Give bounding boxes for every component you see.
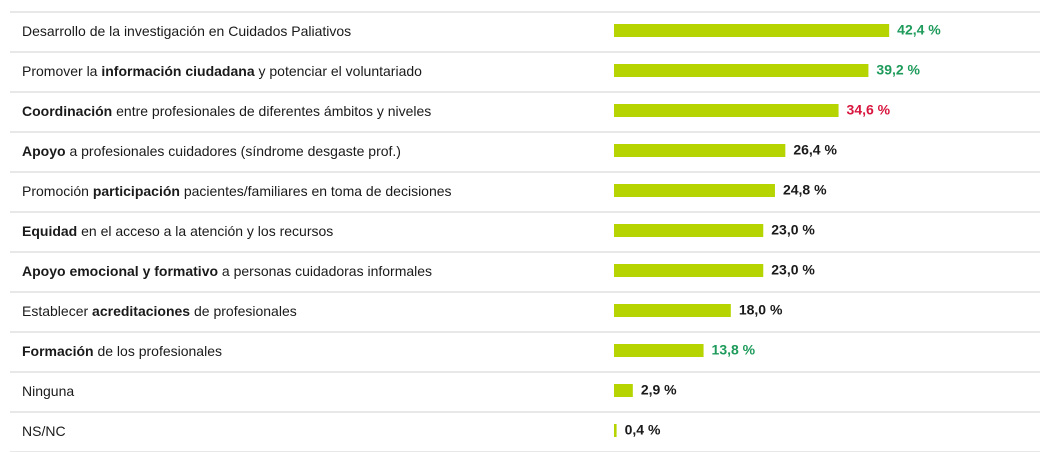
category-label-part: participación bbox=[93, 183, 180, 199]
value-label: 0,4 % bbox=[625, 422, 661, 438]
category-label-part: Apoyo bbox=[22, 143, 66, 159]
category-label: Equidad en el acceso a la atención y los… bbox=[22, 223, 333, 239]
bar bbox=[614, 304, 731, 317]
bar bbox=[614, 64, 869, 77]
category-label-part: entre profesionales de diferentes ámbito… bbox=[112, 103, 431, 119]
value-label: 23,0 % bbox=[771, 262, 815, 278]
category-label: Promover la información ciudadana y pote… bbox=[22, 63, 422, 79]
category-label-part: información ciudadana bbox=[101, 63, 254, 79]
value-label: 24,8 % bbox=[783, 182, 827, 198]
bar bbox=[614, 144, 786, 157]
category-label: Ninguna bbox=[22, 383, 74, 399]
category-label-part: a profesionales cuidadores (síndrome des… bbox=[66, 143, 401, 159]
bar bbox=[614, 384, 633, 397]
category-label-part: pacientes/familiares en toma de decision… bbox=[180, 183, 452, 199]
category-label-part: Coordinación bbox=[22, 103, 112, 119]
category-label-part: Formación bbox=[22, 343, 94, 359]
bar bbox=[614, 224, 764, 237]
category-label: Formación de los profesionales bbox=[22, 343, 222, 359]
category-label-part: de profesionales bbox=[190, 303, 297, 319]
category-label-part: Establecer bbox=[22, 303, 92, 319]
category-label-part: Promoción bbox=[22, 183, 93, 199]
bar bbox=[614, 184, 775, 197]
category-label-part: Equidad bbox=[22, 223, 77, 239]
category-label: Apoyo emocional y formativo a personas c… bbox=[22, 263, 432, 279]
bar bbox=[614, 264, 764, 277]
value-label: 18,0 % bbox=[739, 302, 783, 318]
value-label: 42,4 % bbox=[897, 22, 941, 38]
category-label: Coordinación entre profesionales de dife… bbox=[22, 103, 431, 119]
category-label-part: Desarrollo de la investigación en Cuidad… bbox=[22, 23, 351, 39]
category-label-part: Promover la bbox=[22, 63, 101, 79]
bar bbox=[614, 344, 704, 357]
bar bbox=[614, 24, 890, 37]
bar bbox=[614, 424, 617, 437]
category-label-part: a personas cuidadoras informales bbox=[218, 263, 432, 279]
value-label: 23,0 % bbox=[771, 222, 815, 238]
category-label-part: y potenciar el voluntariado bbox=[255, 63, 423, 79]
bar bbox=[614, 104, 839, 117]
category-label-part: Ninguna bbox=[22, 383, 74, 399]
value-label: 34,6 % bbox=[847, 102, 891, 118]
value-label: 13,8 % bbox=[712, 342, 756, 358]
value-label: 2,9 % bbox=[641, 382, 677, 398]
category-label-part: NS/NC bbox=[22, 423, 66, 439]
category-label: Apoyo a profesionales cuidadores (síndro… bbox=[22, 143, 401, 159]
category-label-part: acreditaciones bbox=[92, 303, 190, 319]
value-label: 26,4 % bbox=[793, 142, 837, 158]
category-label-part: Apoyo emocional y formativo bbox=[22, 263, 218, 279]
category-label-part: de los profesionales bbox=[94, 343, 222, 359]
category-label: Desarrollo de la investigación en Cuidad… bbox=[22, 23, 351, 39]
category-label: Promoción participación pacientes/famili… bbox=[22, 183, 452, 199]
category-label: NS/NC bbox=[22, 423, 66, 439]
category-label-part: en el acceso a la atención y los recurso… bbox=[77, 223, 333, 239]
category-label: Establecer acreditaciones de profesional… bbox=[22, 303, 297, 319]
value-label: 39,2 % bbox=[876, 62, 920, 78]
